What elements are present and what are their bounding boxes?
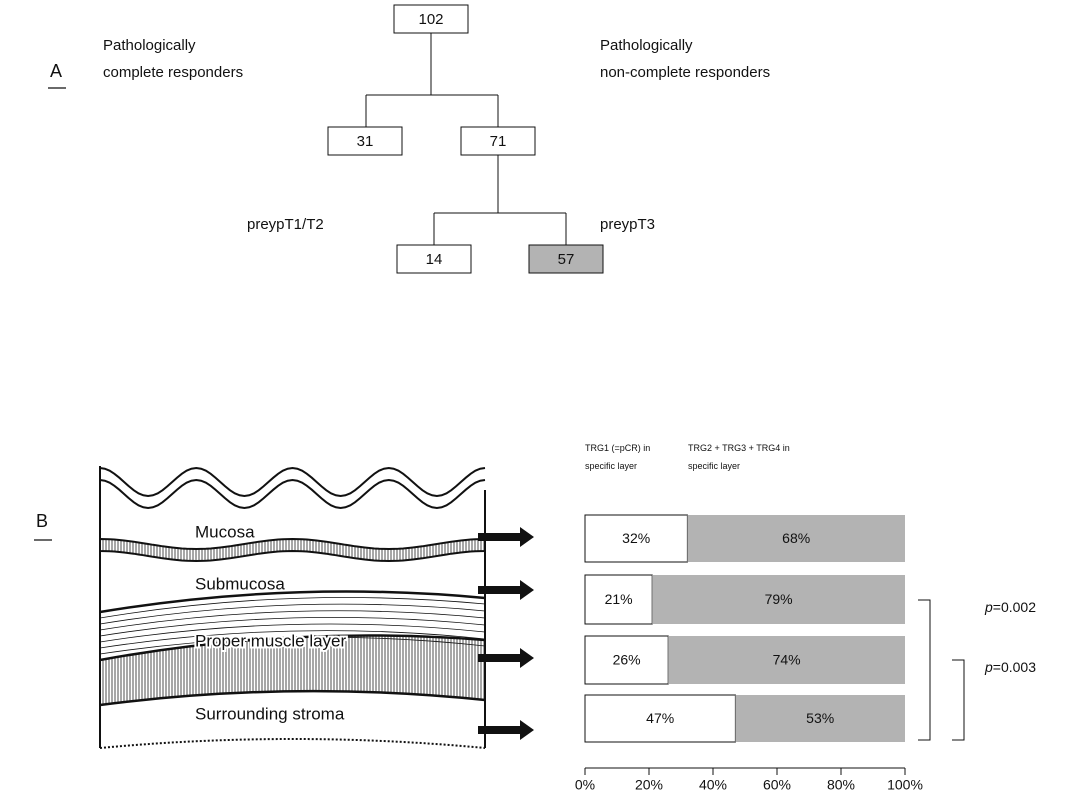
bar-segment: [668, 636, 905, 684]
bar-segment: [652, 575, 905, 624]
bar-value-label: 26%: [613, 652, 641, 668]
tree-node: [528, 244, 604, 274]
node-count: 102: [418, 11, 443, 28]
tree-node: [460, 126, 536, 156]
group-label: Pathologically: [600, 37, 693, 54]
bar-segment: [584, 635, 669, 685]
group-label: non-complete responders: [600, 64, 770, 81]
p-symbol: p: [984, 599, 993, 615]
p-value: p=0.003: [984, 659, 1036, 675]
bar-segment: [584, 574, 653, 625]
x-tick-label: 0%: [575, 777, 595, 791]
bar-segment: [687, 515, 905, 562]
branch-label: preypT1/T2: [247, 216, 324, 233]
bar-segment: [735, 695, 905, 742]
p-number: =0.003: [993, 659, 1036, 675]
x-tick-label: 20%: [635, 777, 663, 791]
layer-label: Mucosa: [195, 522, 255, 541]
panel-label: A: [50, 61, 62, 81]
layer-label: Proper muscle layer: [195, 631, 347, 650]
bar-value-label: 68%: [782, 530, 810, 546]
group-label: Pathologically: [103, 37, 196, 54]
group-label: complete responders: [103, 64, 243, 81]
node-count: 57: [558, 251, 575, 268]
bar-value-label: 32%: [622, 530, 650, 546]
p-value: p=0.002: [984, 599, 1036, 615]
x-tick-label: 100%: [887, 777, 923, 791]
tree-node: [393, 4, 469, 34]
bar-value-label: 47%: [646, 710, 674, 726]
x-tick-label: 40%: [699, 777, 727, 791]
layer-label: Submucosa: [195, 574, 285, 593]
legend-entry: TRG2 + TRG3 + TRG4 in specific layer: [688, 443, 790, 471]
tree-lines: [365, 33, 567, 245]
bar-value-label: 53%: [806, 710, 834, 726]
arrows: [478, 527, 534, 740]
branch-label: preypT3: [600, 216, 655, 233]
tree-node: [327, 126, 403, 156]
brackets: [918, 599, 965, 741]
tree-node: [396, 244, 472, 274]
bar-segment: [584, 694, 736, 743]
panel-label: B: [36, 511, 48, 531]
x-tick-label: 60%: [763, 777, 791, 791]
layer-label: Surrounding stroma: [195, 704, 345, 723]
bar-value-label: 74%: [773, 652, 801, 668]
p-number: =0.002: [993, 599, 1036, 615]
p-symbol: p: [984, 659, 993, 675]
node-count: 71: [490, 133, 507, 150]
node-count: 14: [426, 251, 443, 268]
node-count: 31: [357, 133, 374, 150]
x-tick-label: 80%: [827, 777, 855, 791]
bar-value-label: 21%: [605, 591, 633, 607]
bar-value-label: 79%: [765, 591, 793, 607]
legend-entry: TRG1 (=pCR) in specific layer: [585, 443, 651, 471]
bar-segment: [584, 514, 688, 563]
